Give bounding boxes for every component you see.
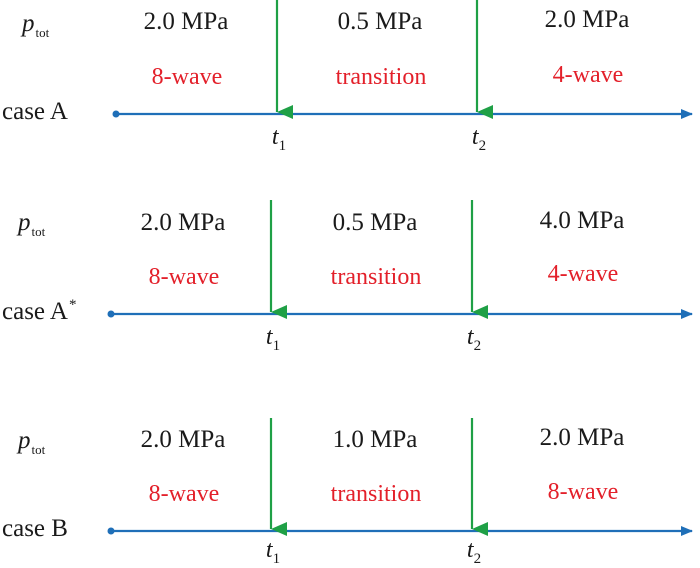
time-subscript: 1 [272,338,281,354]
time-symbol: t [466,324,474,350]
ptot-subscript: tot [31,442,46,457]
case-a-pressure-phase-3: 2.0 MPa [544,6,630,33]
case-a-mode-phase-2: transition [335,64,427,90]
ptot-symbol: p [22,10,35,37]
time-subscript: 2 [478,138,487,154]
time-subscript: 1 [278,138,287,154]
ptot-subscript: tot [31,224,46,239]
case-b-mode-phase-2: transition [330,481,422,507]
ptot-label-case-b: ptot [18,427,45,458]
case-a-star-mode-phase-2: transition [330,264,422,290]
time-symbol: t [271,124,279,150]
ptot-subscript: tot [35,25,50,40]
case-b-mode-phase-3: 8-wave [547,479,619,505]
case-a-timeline [112,0,693,119]
case-a-star-timeline [107,200,693,319]
case-b-pressure-phase-2: 1.0 MPa [332,426,418,453]
case-a-mode-phase-1: 8-wave [151,64,223,90]
case-b-t2-label: t2 [467,537,481,568]
case-a-t1-label: t1 [272,124,286,155]
case-a-mode-phase-3: 4-wave [552,62,624,88]
case-name: case B [2,515,68,542]
case-a-star-pressure-phase-1: 2.0 MPa [140,209,226,236]
time-subscript: 1 [272,551,281,567]
case-b-pressure-phase-1: 2.0 MPa [140,426,226,453]
case-a-star-mode-phase-3: 4-wave [547,261,619,287]
case-a-star-label: case A* [2,297,76,326]
case-a-star-mode-phase-1: 8-wave [148,264,220,290]
time-symbol: t [471,124,479,150]
case-a-star-t1-label: t1 [266,324,280,355]
case-b-timeline [107,418,693,536]
case-b-pressure-phase-3: 2.0 MPa [539,424,625,451]
case-a-star-pressure-phase-2: 0.5 MPa [332,209,418,236]
case-a-star-t2-label: t2 [467,324,481,355]
case-name: case A [2,298,68,325]
time-symbol: t [466,537,474,563]
case-a-label: case A [2,97,69,126]
time-symbol: t [265,324,273,350]
time-symbol: t [265,537,273,563]
case-name: case A [2,98,68,125]
case-b-label: case B [2,514,69,543]
time-subscript: 2 [473,338,482,354]
ptot-label-case-a-star: ptot [18,209,45,240]
ptot-symbol: p [18,427,31,454]
case-b-mode-phase-1: 8-wave [148,481,220,507]
case-superscript: * [68,297,77,313]
case-a-t2-label: t2 [472,124,486,155]
ptot-symbol: p [18,209,31,236]
case-b-t1-label: t1 [266,537,280,568]
case-a-pressure-phase-1: 2.0 MPa [143,8,229,35]
time-subscript: 2 [473,551,482,567]
ptot-label-case-a: ptot [22,10,49,41]
case-a-star-pressure-phase-3: 4.0 MPa [539,207,625,234]
case-a-pressure-phase-2: 0.5 MPa [337,8,423,35]
